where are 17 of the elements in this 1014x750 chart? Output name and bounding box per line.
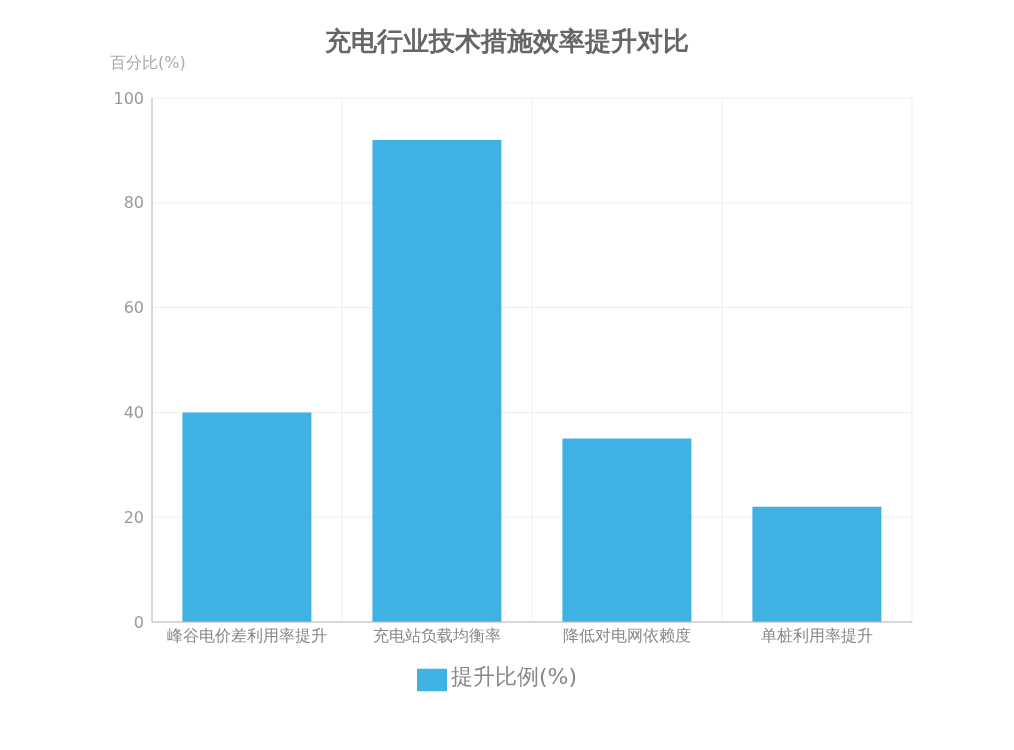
x-tick-label: 降低对电网依赖度 — [563, 626, 691, 646]
bar — [562, 438, 692, 622]
y-tick-label: 20 — [123, 507, 144, 527]
chart-title: 充电行业技术措施效率提升对比 — [325, 26, 689, 56]
x-tick-label: 峰谷电价差利用率提升 — [167, 626, 327, 646]
bar — [752, 506, 882, 622]
legend-label: 提升比例(%) — [450, 664, 578, 689]
x-tick-label: 单桩利用率提升 — [761, 626, 873, 646]
y-tick-label: 40 — [123, 403, 144, 423]
y-tick-label: 80 — [123, 193, 144, 213]
y-tick-label: 100 — [113, 88, 144, 108]
y-axis-title: 百分比(%) — [110, 53, 186, 74]
x-tick-label: 充电站负载均衡率 — [373, 626, 501, 646]
bar — [372, 139, 502, 622]
y-tick-label: 60 — [123, 298, 144, 318]
bar — [182, 412, 312, 622]
y-tick-label: 0 — [133, 612, 144, 632]
